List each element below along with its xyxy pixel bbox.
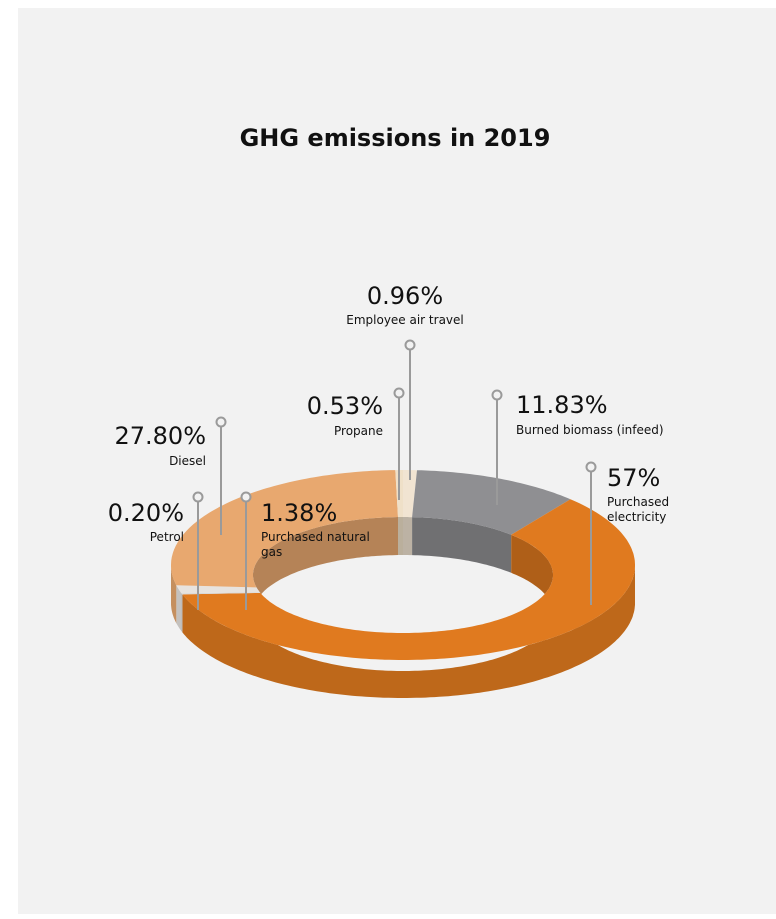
value-label: 0.96%: [366, 282, 444, 310]
category-label: Purchased electricity: [607, 495, 670, 524]
slice: [403, 470, 417, 518]
slice-inner-wall: [403, 517, 413, 556]
pin-head: [393, 387, 405, 399]
value-label: 0.53%: [306, 392, 383, 420]
slice: [182, 499, 635, 660]
pin-head: [215, 416, 227, 428]
value-label: 1.38%: [261, 499, 338, 527]
slice-inner-wall: [412, 517, 512, 573]
value-label: 11.83%: [516, 391, 608, 419]
slice-side: [182, 565, 635, 698]
pin-head: [404, 339, 416, 351]
slice: [412, 470, 571, 535]
panel: [18, 8, 776, 914]
slice-inner-wall: [253, 517, 398, 613]
category-label: Purchased natural gas: [261, 530, 370, 559]
slice-side: [176, 585, 182, 632]
pin-head: [240, 491, 252, 503]
category-label: Petrol: [149, 530, 184, 544]
value-label: 27.80%: [114, 422, 206, 450]
category-label: Employee air travel: [346, 313, 464, 327]
chart-title: GHG emissions in 2019: [239, 124, 551, 152]
category-label: Diesel: [169, 454, 206, 468]
slice: [171, 470, 398, 588]
value-label: 0.20%: [107, 499, 184, 527]
pin-head: [585, 461, 597, 473]
slice-inner-wall: [511, 534, 553, 613]
pin-head: [491, 389, 503, 401]
slice: [181, 592, 261, 595]
value-label: 57%: [607, 464, 661, 492]
pin-head: [192, 491, 204, 503]
slice-inner-wall: [398, 517, 403, 555]
slice-side: [181, 593, 183, 633]
category-label: Propane: [334, 424, 383, 438]
category-label: Burned biomass (infeed): [516, 423, 664, 437]
slice-side: [171, 565, 177, 624]
